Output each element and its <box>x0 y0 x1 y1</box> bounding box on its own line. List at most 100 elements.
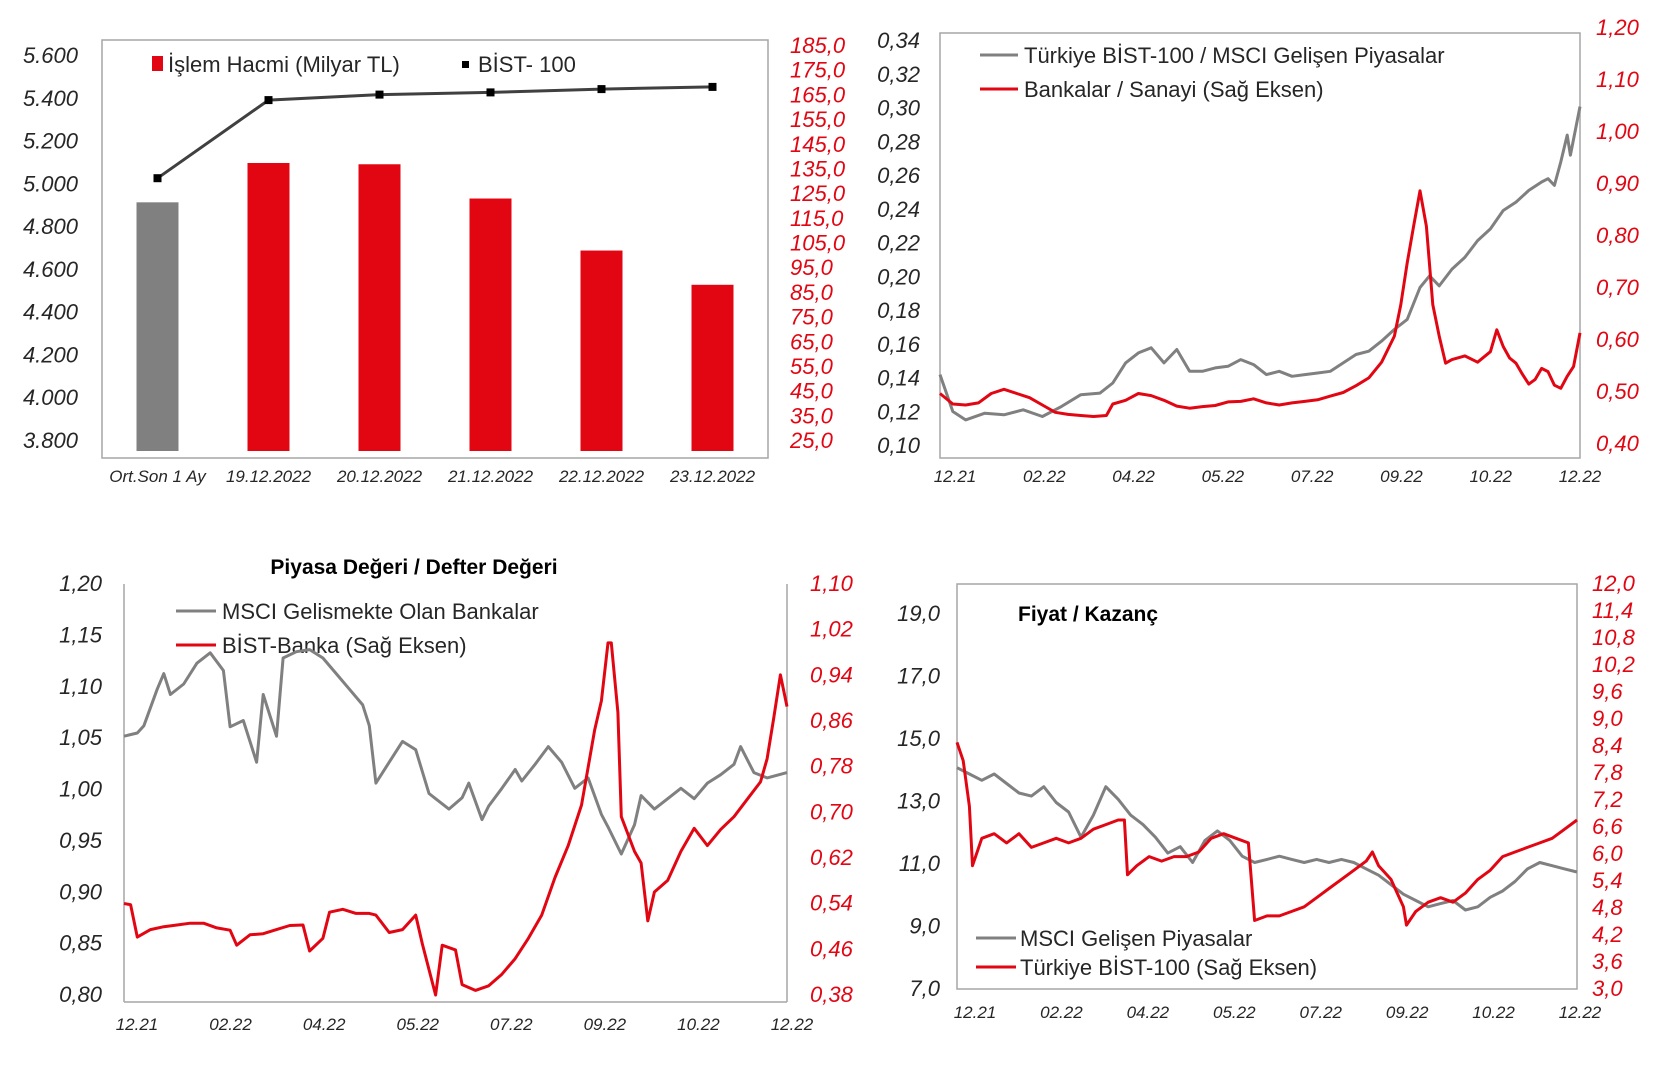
volume-bar <box>469 198 512 451</box>
bist100-marker <box>708 82 717 91</box>
relative-right-tick-label: 0,70 <box>1596 275 1640 300</box>
legend-label-bist100-pe: Türkiye BİST-100 (Sağ Eksen) <box>1020 955 1317 980</box>
volume-right-tick-label: 75,0 <box>790 305 834 330</box>
pbv-right-tick-label: 0,78 <box>810 754 854 779</box>
volume-left-tick-label: 4.400 <box>23 300 79 325</box>
pbv-right-tick-label: 0,62 <box>810 845 853 870</box>
pbv-left-tick-label: 0,95 <box>59 828 103 853</box>
volume-legend: İşlem Hacmi (Milyar TL) BİST- 100 <box>152 52 576 77</box>
relative-left-tick-label: 0,14 <box>877 366 920 391</box>
volume-left-axis: 3.800 4.000 4.200 4.400 4.600 4.800 5.000 5.200… <box>23 43 79 453</box>
legend-label-volume: İşlem Hacmi (Milyar TL) <box>168 52 400 77</box>
relative-right-tick-label: 0,40 <box>1596 431 1640 456</box>
pe-right-tick-label: 9,6 <box>1592 679 1623 704</box>
volume-right-tick-label: 175,0 <box>790 58 846 83</box>
relative-left-tick-label: 0,12 <box>877 399 920 424</box>
pe-right-tick-label: 11,4 <box>1592 598 1633 623</box>
relative-left-tick-label: 0,24 <box>877 197 920 222</box>
pe-right-tick-label: 10,8 <box>1592 625 1636 650</box>
relative-left-tick-label: 0,18 <box>877 298 921 323</box>
pe-right-tick-label: 8,4 <box>1592 733 1623 758</box>
volume-right-tick-label: 165,0 <box>790 82 846 107</box>
volume-right-tick-label: 25,0 <box>789 428 834 453</box>
volume-right-axis: 25,035,045,055,065,075,085,095,0105,0115… <box>789 33 846 453</box>
pbv-x-tick-label: 04.22 <box>303 1015 346 1034</box>
relative-left-tick-label: 0,28 <box>877 129 921 154</box>
relative-right-tick-label: 1,20 <box>1596 15 1640 40</box>
pe-x-tick-label: 10.22 <box>1472 1003 1515 1022</box>
pbv-legend: MSCI Gelismekte Olan Bankalar BİST-Banka… <box>176 599 539 658</box>
volume-chart: İşlem Hacmi (Milyar TL) BİST- 100 3.800 4… <box>23 33 846 486</box>
pe-x-tick-label: 12.21 <box>954 1003 997 1022</box>
volume-bar <box>691 284 734 451</box>
relative-right-tick-label: 0,60 <box>1596 327 1640 352</box>
relative-left-tick-label: 0,32 <box>877 62 920 87</box>
relative-plot-frame <box>939 32 1581 459</box>
volume-bar <box>580 250 623 451</box>
bist100-marker <box>264 96 273 105</box>
pbv-x-tick-label: 12.22 <box>771 1015 814 1034</box>
volume-plot-frame <box>101 39 769 459</box>
pe-x-tick-label: 09.22 <box>1386 1003 1429 1022</box>
pe-x-tick-label: 02.22 <box>1040 1003 1083 1022</box>
pbv-right-tick-label: 0,70 <box>810 799 854 824</box>
volume-left-tick-label: 4.200 <box>23 342 79 367</box>
bist100-marker <box>597 85 606 94</box>
legend-label-banks-industry: Bankalar / Sanayi (Sağ Eksen) <box>1024 77 1324 102</box>
pe-x-tick-label: 05.22 <box>1213 1003 1256 1022</box>
pe-right-tick-label: 6,6 <box>1592 814 1623 839</box>
pe-right-tick-label: 3,6 <box>1592 949 1623 974</box>
relative-left-tick-label: 0,20 <box>877 264 921 289</box>
msci-em-line <box>956 766 1578 912</box>
relative-x-tick-label: 05.22 <box>1202 467 1245 486</box>
volume-left-tick-label: 4.000 <box>23 385 79 410</box>
pbv-right-tick-label: 0,86 <box>810 708 854 733</box>
pe-right-tick-label: 4,8 <box>1592 895 1623 920</box>
relative-right-tick-label: 1,10 <box>1596 67 1640 92</box>
pbv-right-tick-label: 1,02 <box>810 617 853 642</box>
relative-left-tick-label: 0,10 <box>877 433 921 458</box>
bist-bank-line <box>123 641 789 997</box>
pe-right-tick-label: 5,4 <box>1592 868 1623 893</box>
legend-label-msci-banks: MSCI Gelismekte Olan Bankalar <box>222 599 539 624</box>
volume-left-tick-label: 5.600 <box>23 43 79 68</box>
pbv-x-tick-label: 10.22 <box>677 1015 720 1034</box>
bist100-pe-line <box>955 741 1578 927</box>
volume-bar <box>358 164 401 451</box>
legend-swatch-bist <box>462 61 469 68</box>
pbv-x-tick-label: 05.22 <box>396 1015 439 1034</box>
relative-left-tick-label: 0,16 <box>877 332 921 357</box>
bist100-marker <box>375 90 384 99</box>
pbv-left-tick-label: 0,90 <box>59 879 103 904</box>
pe-x-tick-label: 07.22 <box>1299 1003 1342 1022</box>
bist100-marker <box>486 88 495 97</box>
pe-right-tick-label: 3,0 <box>1592 976 1623 1001</box>
volume-left-tick-label: 4.600 <box>23 257 79 282</box>
pe-left-tick-label: 19,0 <box>897 601 941 626</box>
relative-x-tick-label: 02.22 <box>1023 467 1066 486</box>
relative-x-tick-label: 12.22 <box>1559 467 1602 486</box>
volume-x-tick-label: Ort.Son 1 Ay <box>109 467 207 486</box>
msci-banks-line <box>123 648 788 856</box>
legend-label-bist-msci: Türkiye BİST-100 / MSCI Gelişen Piyasala… <box>1024 43 1445 68</box>
pe-left-tick-label: 9,0 <box>909 914 940 939</box>
volume-right-tick-label: 185,0 <box>790 33 846 58</box>
pe-left-tick-label: 13,0 <box>897 789 941 814</box>
legend-label-bist-bank: BİST-Banka (Sağ Eksen) <box>222 633 467 658</box>
relative-x-tick-label: 09.22 <box>1380 467 1423 486</box>
volume-bar <box>247 162 290 451</box>
relative-legend: Türkiye BİST-100 / MSCI Gelişen Piyasala… <box>980 43 1445 102</box>
bist100-polyline <box>156 85 713 180</box>
relative-x-tick-label: 07.22 <box>1291 467 1334 486</box>
bist-msci-line <box>938 106 1582 422</box>
pbv-x-tick-label: 02.22 <box>209 1015 252 1034</box>
volume-left-tick-label: 5.200 <box>23 129 79 154</box>
volume-right-tick-label: 105,0 <box>790 231 846 256</box>
relative-left-tick-label: 0,22 <box>877 231 920 256</box>
pbv-x-tick-label: 09.22 <box>584 1015 627 1034</box>
relative-right-tick-label: 0,80 <box>1596 223 1640 248</box>
pbv-right-tick-label: 1,10 <box>810 571 854 596</box>
pbv-right-tick-label: 0,94 <box>810 662 853 687</box>
volume-right-tick-label: 155,0 <box>790 107 846 132</box>
pbv-left-tick-label: 1,15 <box>59 622 103 647</box>
